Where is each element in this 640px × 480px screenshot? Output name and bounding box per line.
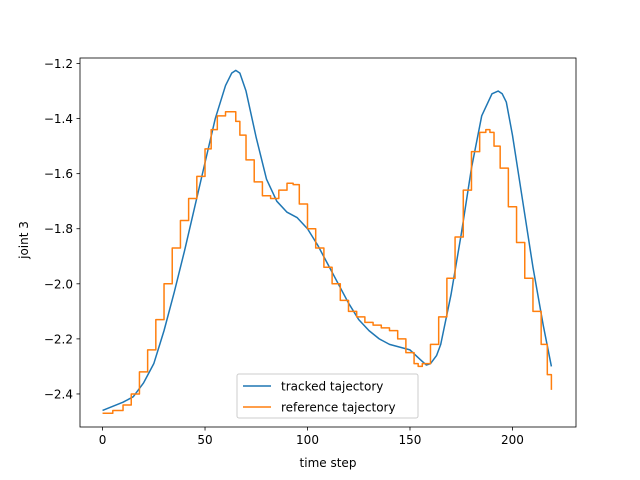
plot-area bbox=[80, 58, 576, 427]
y-tick-label: −1.8 bbox=[44, 222, 73, 236]
x-tick-label: 100 bbox=[296, 433, 319, 447]
legend: tracked tajectory reference tajectory bbox=[237, 374, 418, 418]
y-tick-label: −2.0 bbox=[44, 277, 73, 291]
y-tick-label: −2.2 bbox=[44, 332, 73, 346]
x-tick-label: 200 bbox=[501, 433, 524, 447]
legend-label-tracked: tracked tajectory bbox=[281, 380, 383, 394]
x-tick-label: 50 bbox=[197, 433, 212, 447]
x-axis-label: time step bbox=[300, 456, 357, 470]
legend-label-reference: reference tajectory bbox=[281, 401, 396, 415]
x-tick-label: 0 bbox=[99, 433, 107, 447]
y-tick-label: −1.2 bbox=[44, 57, 73, 71]
plot-background bbox=[80, 58, 576, 427]
x-tick-label: 150 bbox=[399, 433, 422, 447]
y-axis-label: joint 3 bbox=[17, 221, 31, 260]
y-tick-label: −2.4 bbox=[44, 387, 73, 401]
y-tick-label: −1.6 bbox=[44, 167, 73, 181]
y-tick-label: −1.4 bbox=[44, 112, 73, 126]
